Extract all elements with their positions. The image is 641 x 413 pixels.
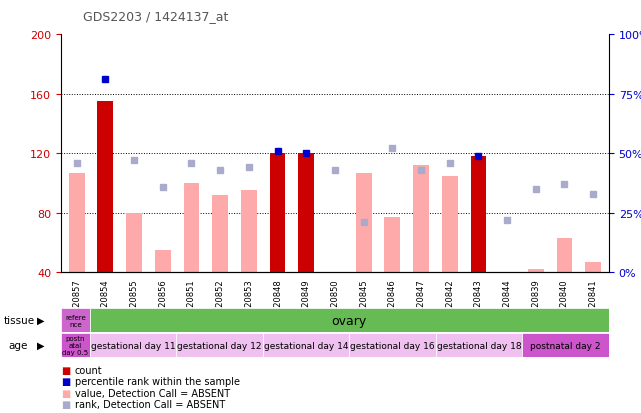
Bar [61, 333, 90, 357]
Text: gestational day 16: gestational day 16 [350, 341, 435, 350]
Text: ▶: ▶ [37, 340, 45, 350]
Bar [556, 238, 572, 273]
Text: ▶: ▶ [37, 316, 45, 325]
Text: gestational day 14: gestational day 14 [264, 341, 348, 350]
Text: ovary: ovary [332, 314, 367, 327]
Bar [270, 216, 285, 273]
Bar [61, 309, 90, 332]
Text: ■: ■ [61, 365, 70, 375]
Bar [263, 333, 349, 357]
Bar [212, 195, 228, 273]
Text: ■: ■ [61, 376, 70, 386]
Text: age: age [8, 340, 28, 350]
Bar [585, 262, 601, 273]
Text: refere
nce: refere nce [65, 314, 86, 327]
Bar [90, 333, 176, 357]
Text: postnatal day 2: postnatal day 2 [531, 341, 601, 350]
Text: GDS2203 / 1424137_at: GDS2203 / 1424137_at [83, 10, 229, 23]
Text: tissue: tissue [3, 316, 35, 325]
Text: gestational day 11: gestational day 11 [90, 341, 176, 350]
Bar [270, 154, 285, 273]
Bar [470, 157, 487, 273]
Text: gestational day 18: gestational day 18 [437, 341, 522, 350]
Text: count: count [75, 365, 103, 375]
Text: ■: ■ [61, 388, 70, 398]
Text: postn
atal
day 0.5: postn atal day 0.5 [62, 335, 88, 355]
Bar [356, 173, 372, 273]
Bar [69, 173, 85, 273]
Bar [97, 102, 113, 273]
Bar [327, 273, 343, 320]
Bar [298, 154, 314, 273]
Bar [176, 333, 263, 357]
Text: value, Detection Call = ABSENT: value, Detection Call = ABSENT [75, 388, 230, 398]
Bar [442, 176, 458, 273]
Text: gestational day 12: gestational day 12 [178, 341, 262, 350]
Bar [298, 163, 314, 273]
Text: ■: ■ [61, 399, 70, 409]
Text: rank, Detection Call = ABSENT: rank, Detection Call = ABSENT [75, 399, 225, 409]
Bar [241, 191, 257, 273]
Bar [413, 166, 429, 273]
Bar [528, 270, 544, 273]
Bar [126, 213, 142, 273]
Bar [155, 250, 171, 273]
Bar [183, 183, 199, 273]
Bar [499, 273, 515, 282]
Bar [436, 333, 522, 357]
Text: percentile rank within the sample: percentile rank within the sample [75, 376, 240, 386]
Bar [349, 333, 436, 357]
Bar [522, 333, 609, 357]
Bar [385, 218, 400, 273]
